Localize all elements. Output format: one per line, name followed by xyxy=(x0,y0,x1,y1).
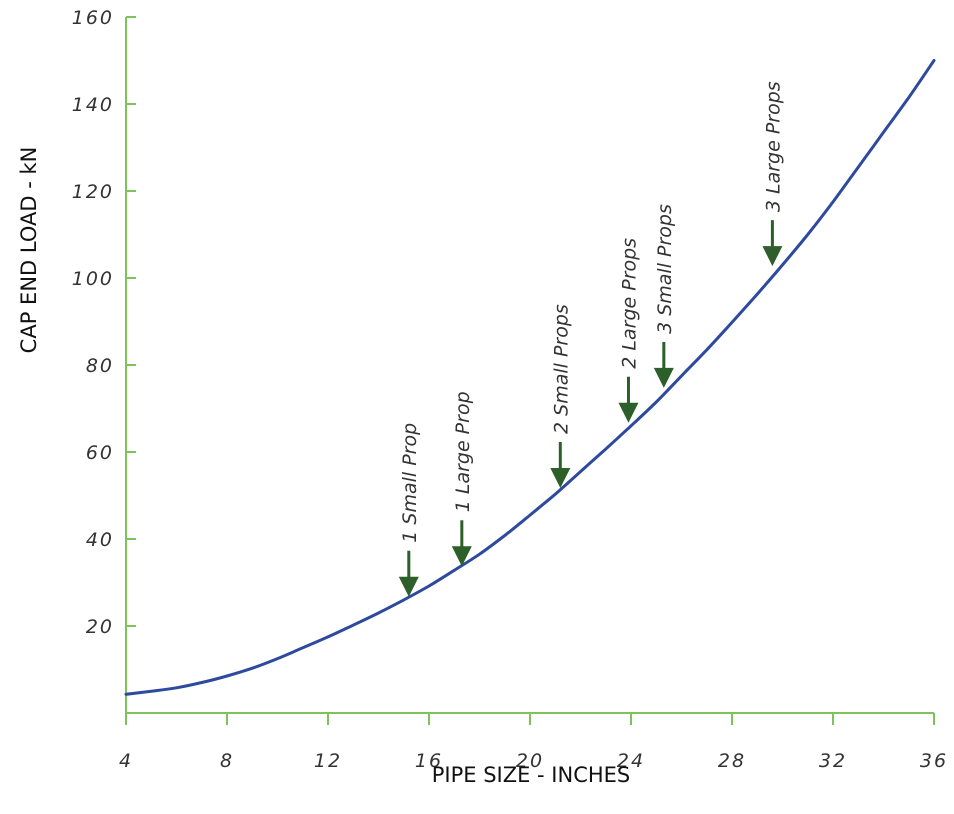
annotation-1: 1 Small Prop xyxy=(398,423,421,597)
annotation-label: 1 Large Prop xyxy=(452,391,474,512)
y-tick-label: 80 xyxy=(86,355,114,377)
annotation-label: 2 Small Props xyxy=(550,304,572,434)
annotation-6: 3 Large Props xyxy=(762,81,784,267)
annotation-3: 2 Small Props xyxy=(550,304,572,488)
annotation-4: 2 Large Props xyxy=(618,238,640,423)
x-tick-label: 12 xyxy=(314,750,342,772)
annotation-label: 3 Small Props xyxy=(654,204,676,334)
y-axis-label: CAP END LOAD - kN xyxy=(17,147,41,354)
x-tick-label: 32 xyxy=(819,750,847,772)
annotations-layer: 1 Small Prop 1 Large Prop 2 Small Props 2 L… xyxy=(398,81,784,597)
y-tick-label: 40 xyxy=(86,529,114,551)
annotation-arrow-head xyxy=(550,467,571,488)
y-tick-label: 120 xyxy=(72,181,114,203)
annotation-5: 3 Small Props xyxy=(653,204,676,388)
y-tick-label: 140 xyxy=(72,94,114,116)
x-tick-label: 20 xyxy=(516,750,544,772)
annotation-label: 1 Small Prop xyxy=(399,423,421,543)
ticks: 20 40 60 80 100 120 140 160 4 8 12 16 20 24 28 32 36 xyxy=(72,7,948,772)
axes xyxy=(125,17,934,714)
x-axis-label: PIPE SIZE - INCHES xyxy=(432,763,631,787)
series-layer xyxy=(124,59,936,696)
annotation-arrow-head xyxy=(762,246,783,267)
x-tick-label: 16 xyxy=(415,750,443,772)
annotation-arrow-head xyxy=(653,367,674,388)
x-tick-label: 8 xyxy=(220,750,234,772)
y-tick-label: 160 xyxy=(72,7,114,29)
x-tick-label: 36 xyxy=(920,750,948,772)
annotation-label: 2 Large Props xyxy=(618,238,640,369)
x-tick-label: 4 xyxy=(119,750,133,772)
y-tick-label: 20 xyxy=(86,616,114,638)
x-tick-label: 24 xyxy=(617,750,645,772)
annotation-2: 1 Large Prop xyxy=(451,391,474,567)
annotation-arrow-head xyxy=(398,576,419,597)
annotation-arrow-head xyxy=(451,546,472,567)
annotation-arrow-head xyxy=(618,402,639,423)
annotation-label: 3 Large Props xyxy=(762,81,784,212)
y-tick-label: 60 xyxy=(86,442,114,464)
y-tick-label: 100 xyxy=(72,268,114,290)
x-tick-label: 28 xyxy=(718,750,746,772)
series-line-0 xyxy=(124,59,936,696)
